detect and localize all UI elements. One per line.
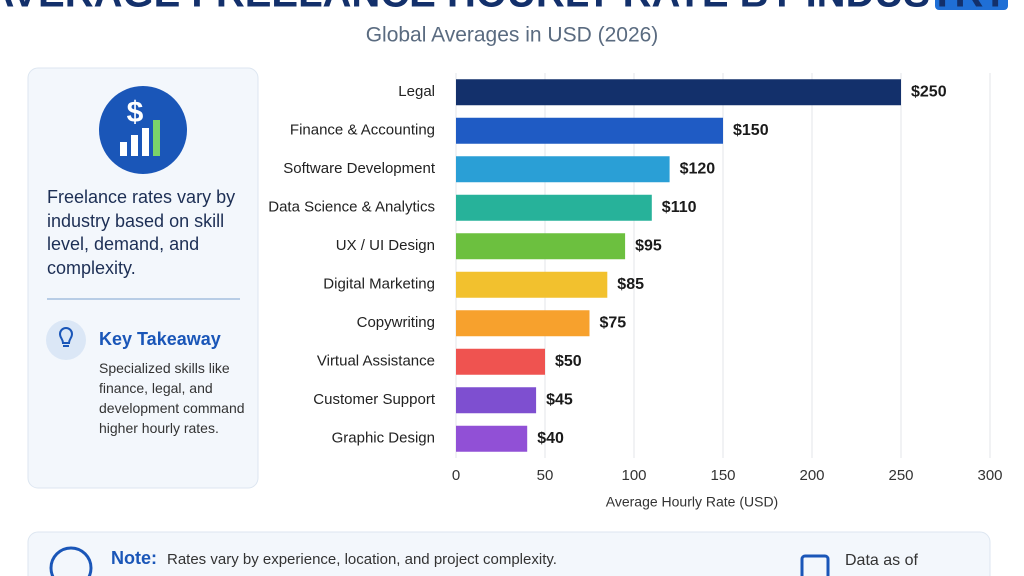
y-tick-label: Virtual Assistance	[317, 353, 435, 370]
y-tick-label: Finance & Accounting	[290, 122, 435, 139]
sidebar-panel	[27, 67, 259, 489]
y-tick-label: Digital Marketing	[323, 276, 435, 293]
y-tick-label: Customer Support	[313, 391, 436, 408]
takeaway-title: Key Takeaway	[99, 329, 221, 349]
data-as-of: Data as of	[845, 552, 918, 569]
takeaway-text: Specialized skills like finance, legal, …	[99, 360, 245, 436]
x-tick-label: 0	[452, 467, 460, 484]
value-label: $120	[680, 160, 716, 177]
value-label: $110	[662, 199, 697, 216]
x-tick-label: 300	[977, 467, 1002, 484]
x-tick-label: 200	[799, 467, 824, 484]
value-label: $75	[600, 314, 627, 331]
page-title: AVERAGE FREELANCE HOURLY RATE BY INDUSTR…	[0, 0, 1009, 16]
icon-bar	[153, 120, 160, 156]
value-label: $40	[537, 430, 564, 447]
y-tick-label: Software Development	[283, 160, 436, 177]
bar	[456, 387, 537, 414]
bar	[456, 117, 723, 144]
value-label: $50	[555, 353, 582, 370]
bar	[456, 156, 670, 183]
y-tick-label: Copywriting	[357, 314, 435, 331]
bar	[456, 233, 626, 260]
note-label: Note:	[111, 548, 157, 568]
bar	[456, 348, 545, 375]
value-label: $45	[546, 391, 573, 408]
x-tick-label: 50	[537, 467, 554, 484]
note-panel	[27, 531, 991, 576]
globe-icon	[49, 546, 93, 576]
bar	[456, 310, 590, 337]
x-tick-label: 100	[621, 467, 646, 484]
icon-bar	[131, 135, 138, 156]
bar	[456, 271, 608, 298]
y-tick-label: Data Science & Analytics	[268, 199, 435, 216]
note-text: Rates vary by experience, location, and …	[167, 551, 557, 568]
x-tick-label: 250	[888, 467, 913, 484]
y-tick-label: UX / UI Design	[336, 237, 435, 254]
x-tick-label: 150	[710, 467, 735, 484]
icon-bar	[120, 142, 127, 156]
sidebar-summary: Freelance rates vary by industry based o…	[47, 187, 236, 278]
value-label: $95	[635, 237, 662, 254]
bar	[456, 425, 528, 452]
value-label: $85	[617, 276, 644, 293]
header-badge	[935, 0, 1008, 10]
y-tick-label: Graphic Design	[332, 430, 435, 447]
bulb-shape	[58, 327, 74, 347]
bar	[456, 79, 901, 106]
icon-bar	[142, 128, 149, 156]
bar	[456, 194, 652, 221]
x-axis-label: Average Hourly Rate (USD)	[606, 494, 778, 510]
bulb-icon	[46, 320, 86, 360]
calendar-icon	[800, 554, 830, 576]
chart-subtitle: Global Averages in USD (2026)	[366, 24, 659, 47]
y-tick-label: Legal	[398, 83, 435, 100]
value-label: $250	[911, 83, 947, 100]
value-label: $150	[733, 122, 769, 139]
dollar-icon: $	[127, 96, 144, 129]
